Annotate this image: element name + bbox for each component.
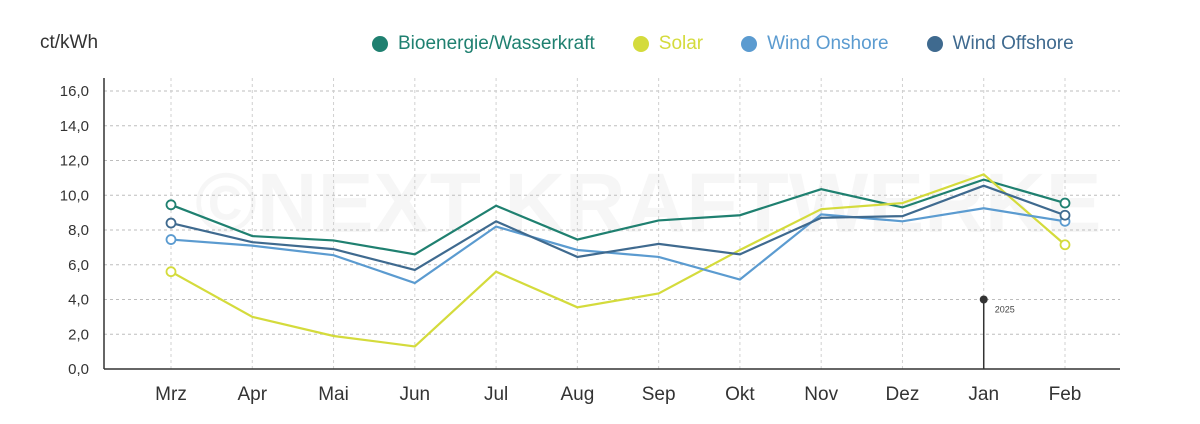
legend-label: Bioenergie/Wasserkraft (398, 33, 595, 54)
y-tick-label: 2,0 (68, 326, 89, 343)
grid (104, 78, 1120, 369)
legend-item[interactable]: Solar (632, 33, 704, 55)
y-tick-label: 0,0 (68, 361, 89, 378)
legend-label: Solar (658, 33, 704, 54)
data-point (165, 217, 177, 229)
x-tick-label: Jan (968, 384, 999, 405)
legend-dot-icon (926, 36, 943, 52)
legend-dot-icon (741, 36, 758, 52)
legend-dot-icon (632, 36, 649, 52)
x-tick-label: Okt (725, 384, 755, 405)
data-point (1059, 209, 1071, 221)
series-line (170, 207, 1066, 285)
axes (103, 78, 1120, 370)
series-wind-offshore (165, 184, 1071, 272)
x-tick-label: Aug (560, 384, 594, 405)
series-line (170, 173, 1066, 348)
y-tick-label: 12,0 (60, 153, 89, 170)
y-tick-label: 10,0 (60, 187, 89, 204)
series-line (170, 184, 1066, 272)
legend-item[interactable]: Bioenergie/Wasserkraft (372, 33, 595, 55)
y-tick-label: 8,0 (68, 222, 89, 239)
y-tick-label: 4,0 (68, 292, 89, 309)
y-tick-label: 6,0 (68, 257, 89, 274)
legend-dot-icon (372, 36, 388, 52)
x-tick-label: Jul (484, 384, 508, 405)
y-axis-unit-label: ct/kWh (40, 32, 99, 53)
x-tick-label: Apr (237, 384, 267, 405)
legend: Bioenergie/Wasserkraft Solar Wind Onshore W… (372, 33, 1074, 55)
year-marker-label: 2025 (995, 305, 1015, 315)
y-tick-label: 14,0 (60, 118, 89, 135)
data-point (1059, 197, 1071, 209)
data-point (165, 234, 177, 245)
x-tick-label: Mrz (155, 384, 187, 405)
series-bioenergie-wasserkraft (165, 178, 1071, 256)
legend-item[interactable]: Wind Onshore (741, 33, 889, 55)
data-point (165, 199, 177, 211)
data-point (165, 266, 177, 278)
y-tick-label: 16,0 (60, 83, 89, 100)
x-tick-label: Nov (804, 384, 838, 405)
x-tick-label: Jun (399, 384, 430, 405)
data-point (1059, 239, 1071, 251)
legend-item[interactable]: Wind Offshore (926, 33, 1074, 55)
x-tick-label: Dez (886, 384, 920, 405)
year-marker-dot (979, 295, 988, 304)
watermark: ©NEXT KRAFTWERKE (195, 156, 1102, 250)
x-tick-label: Mai (318, 384, 349, 405)
series-solar (165, 173, 1071, 348)
legend-label: Wind Offshore (952, 33, 1074, 54)
series-line (170, 178, 1066, 256)
x-tick-label: Sep (642, 384, 676, 405)
x-tick-label: Feb (1049, 384, 1082, 405)
legend-label: Wind Onshore (767, 33, 889, 54)
